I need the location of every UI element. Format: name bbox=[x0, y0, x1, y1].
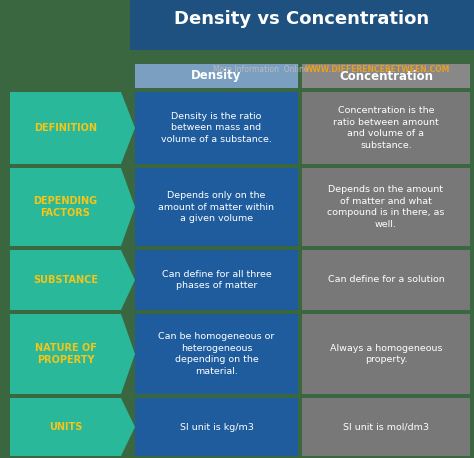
Polygon shape bbox=[10, 398, 135, 456]
FancyBboxPatch shape bbox=[302, 64, 470, 88]
Text: Density vs Concentration: Density vs Concentration bbox=[174, 10, 429, 28]
FancyBboxPatch shape bbox=[135, 92, 298, 164]
Polygon shape bbox=[10, 250, 135, 310]
Text: Can define for a solution: Can define for a solution bbox=[328, 276, 444, 284]
FancyBboxPatch shape bbox=[302, 92, 470, 164]
Text: DEPENDING
FACTORS: DEPENDING FACTORS bbox=[34, 196, 98, 218]
Text: Depends only on the
amount of matter within
a given volume: Depends only on the amount of matter wit… bbox=[158, 191, 274, 223]
Polygon shape bbox=[10, 314, 135, 394]
FancyBboxPatch shape bbox=[135, 64, 298, 88]
Text: Depends on the amount
of matter and what
compound is in there, as
well.: Depends on the amount of matter and what… bbox=[328, 185, 445, 229]
Text: More Information  Online: More Information Online bbox=[213, 65, 309, 75]
FancyBboxPatch shape bbox=[130, 0, 474, 50]
Text: UNITS: UNITS bbox=[49, 422, 82, 432]
FancyBboxPatch shape bbox=[302, 398, 470, 456]
Text: SUBSTANCE: SUBSTANCE bbox=[33, 275, 98, 285]
Polygon shape bbox=[10, 92, 135, 164]
Text: Concentration is the
ratio between amount
and volume of a
substance.: Concentration is the ratio between amoun… bbox=[333, 106, 439, 150]
Text: Can define for all three
phases of matter: Can define for all three phases of matte… bbox=[162, 270, 272, 290]
Text: Density: Density bbox=[191, 70, 242, 82]
FancyBboxPatch shape bbox=[135, 168, 298, 246]
FancyBboxPatch shape bbox=[135, 314, 298, 394]
Text: Concentration: Concentration bbox=[339, 70, 433, 82]
FancyBboxPatch shape bbox=[302, 314, 470, 394]
FancyBboxPatch shape bbox=[135, 398, 298, 456]
Text: Always a homogeneous
property.: Always a homogeneous property. bbox=[330, 344, 442, 364]
FancyBboxPatch shape bbox=[135, 250, 298, 310]
Text: DEFINITION: DEFINITION bbox=[34, 123, 97, 133]
Text: WWW.DIFFERENCEBETWEEN.COM: WWW.DIFFERENCEBETWEEN.COM bbox=[305, 65, 450, 75]
Text: SI unit is kg/m3: SI unit is kg/m3 bbox=[180, 422, 254, 431]
FancyBboxPatch shape bbox=[302, 168, 470, 246]
Text: NATURE OF
PROPERTY: NATURE OF PROPERTY bbox=[35, 343, 96, 365]
Text: Density is the ratio
between mass and
volume of a substance.: Density is the ratio between mass and vo… bbox=[161, 112, 272, 144]
Text: SI unit is mol/dm3: SI unit is mol/dm3 bbox=[343, 422, 429, 431]
Text: Can be homogeneous or
heterogeneous
depending on the
material.: Can be homogeneous or heterogeneous depe… bbox=[158, 333, 275, 376]
Polygon shape bbox=[10, 168, 135, 246]
FancyBboxPatch shape bbox=[302, 250, 470, 310]
